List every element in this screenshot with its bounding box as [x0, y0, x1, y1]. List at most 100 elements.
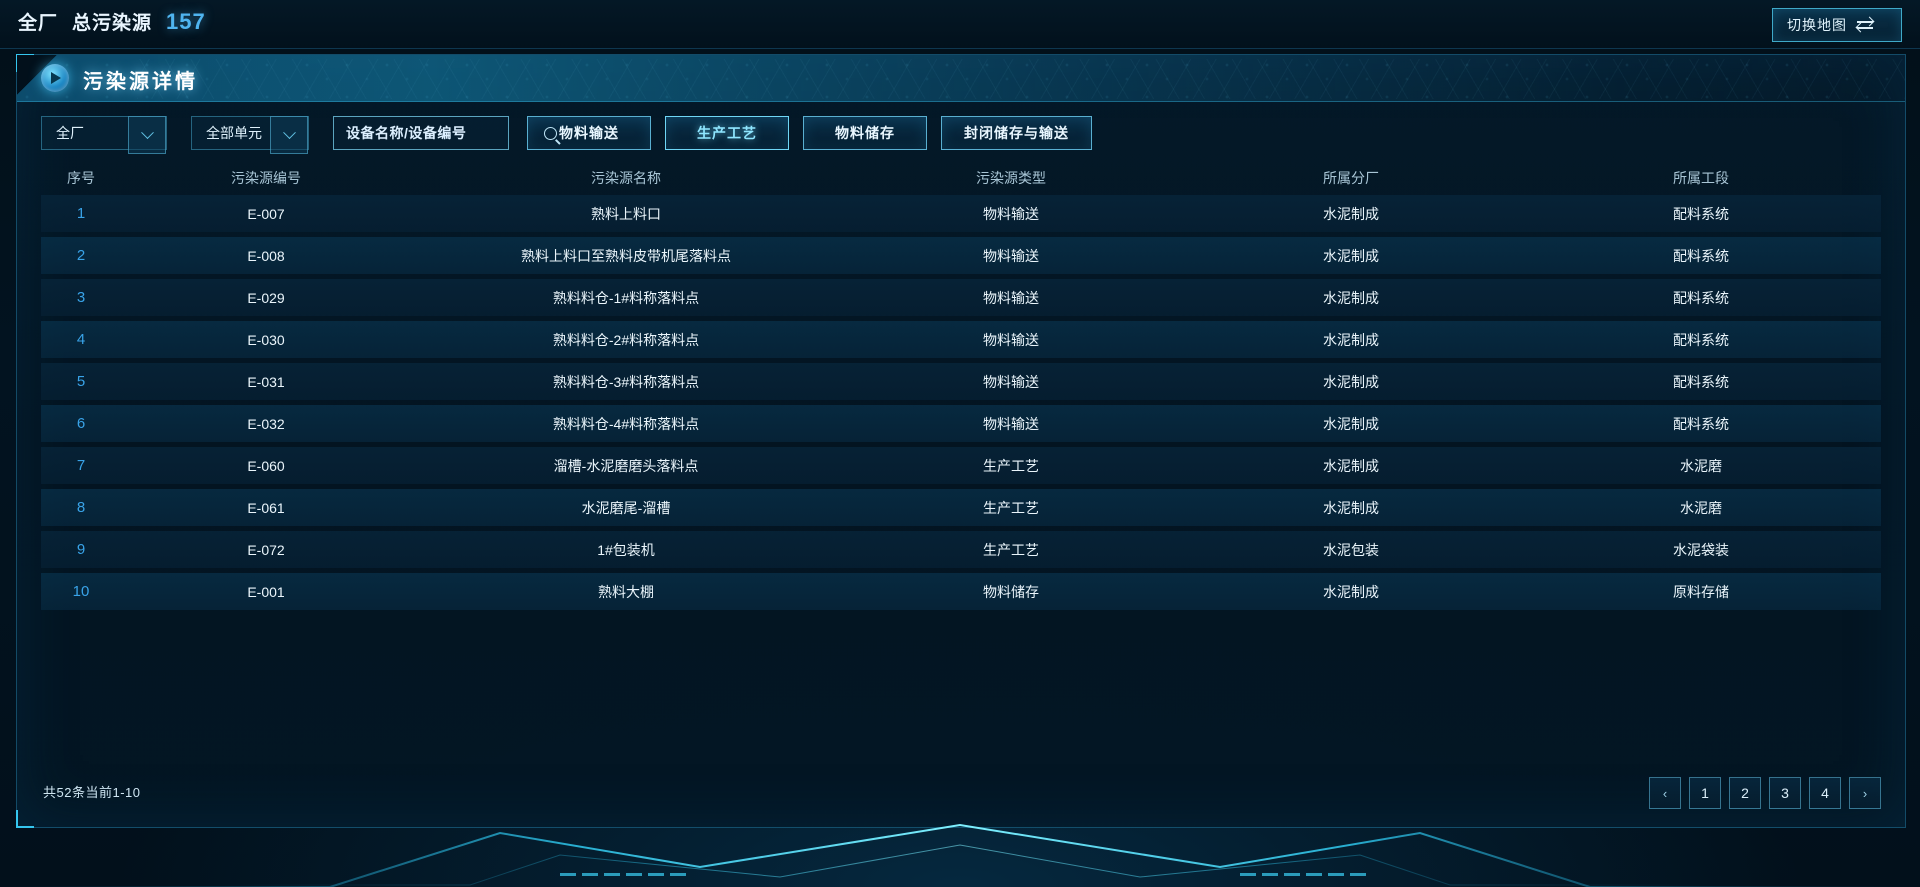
cell-type: 物料输送 [983, 289, 1039, 306]
column-header-index: 序号 [67, 170, 95, 186]
record-count-label: 共52条当前1-10 [43, 785, 141, 800]
tab-production-process[interactable]: 生产工艺 [665, 116, 789, 150]
chevron-down-icon[interactable] [128, 116, 166, 154]
table-row[interactable]: 10 E-001 熟料大棚 物料储存 水泥制成 原料存储 [41, 573, 1881, 610]
cell-section: 水泥磨 [1680, 457, 1722, 474]
table-row[interactable]: 7 E-060 溜槽-水泥磨磨头落料点 生产工艺 水泥制成 水泥磨 [41, 447, 1881, 484]
cell-section: 配料系统 [1673, 247, 1729, 264]
plant-select-value: 全厂 [56, 125, 84, 141]
pagination-prev[interactable]: ‹ [1649, 777, 1681, 809]
swap-arrows-icon [1857, 18, 1873, 32]
column-header-type: 污染源类型 [976, 170, 1046, 186]
cell-index: 9 [76, 541, 86, 558]
cell-name: 溜槽-水泥磨磨头落料点 [553, 457, 699, 474]
table-row[interactable]: 6 E-032 熟料料仓-4#料称落料点 物料输送 水泥制成 配料系统 [41, 405, 1881, 442]
cell-name: 水泥磨尾-溜槽 [581, 499, 671, 516]
cell-index: 4 [76, 331, 86, 348]
cell-section: 水泥磨 [1680, 499, 1722, 516]
cell-type: 物料输送 [983, 373, 1039, 390]
cell-name: 熟料料仓-2#料称落料点 [552, 331, 700, 348]
plant-scope-label: 全厂 [18, 13, 59, 34]
hex-pattern-decoration [17, 55, 1905, 101]
play-circle-icon [41, 64, 69, 92]
cell-type: 物料输送 [983, 205, 1039, 222]
cell-branch: 水泥制成 [1323, 247, 1379, 264]
cell-section: 配料系统 [1673, 289, 1729, 306]
tab-material-storage[interactable]: 物料储存 [803, 116, 927, 150]
table-row[interactable]: 3 E-029 熟料料仓-1#料称落料点 物料输送 水泥制成 配料系统 [41, 279, 1881, 316]
cell-branch: 水泥包装 [1323, 541, 1379, 558]
column-header-branch: 所属分厂 [1323, 170, 1379, 186]
pagination-next[interactable]: › [1849, 777, 1881, 809]
table-row[interactable]: 9 E-072 1#包装机 生产工艺 水泥包装 水泥袋装 [41, 531, 1881, 568]
cell-branch: 水泥制成 [1323, 289, 1379, 306]
unit-select[interactable]: 全部单元 [191, 116, 309, 154]
column-header-code: 污染源编号 [231, 170, 301, 186]
pagination-page-2[interactable]: 2 [1729, 777, 1761, 809]
cell-branch: 水泥制成 [1323, 583, 1379, 600]
unit-select-value: 全部单元 [206, 125, 262, 141]
switch-map-label: 切换地图 [1787, 17, 1847, 33]
total-sources-label: 总污染源 [72, 13, 153, 34]
cell-type: 物料储存 [983, 583, 1039, 600]
cell-code: E-030 [247, 331, 285, 348]
cell-section: 水泥袋装 [1673, 541, 1729, 558]
cell-name: 熟料料仓-1#料称落料点 [552, 289, 700, 306]
cell-index: 2 [76, 247, 86, 264]
table-row[interactable]: 2 E-008 熟料上料口至熟料皮带机尾落料点 物料输送 水泥制成 配料系统 [41, 237, 1881, 274]
search-icon[interactable] [544, 116, 557, 150]
table-body: 1 E-007 熟料上料口 物料输送 水泥制成 配料系统 2 E-008 熟料上料口至熟料皮带机… [41, 195, 1881, 615]
filter-bar: 全厂 全部单元 物料输送 生产工艺 物料储存 封闭储存与输送 [41, 115, 1106, 154]
cell-branch: 水泥制成 [1323, 331, 1379, 348]
search-box[interactable] [333, 116, 557, 150]
cell-branch: 水泥制成 [1323, 415, 1379, 432]
cell-type: 物料输送 [983, 415, 1039, 432]
column-header-section: 所属工段 [1673, 170, 1729, 186]
cell-code: E-008 [247, 247, 285, 264]
cell-section: 配料系统 [1673, 331, 1729, 348]
cell-code: E-032 [247, 415, 285, 432]
chevron-down-icon[interactable] [270, 116, 308, 154]
cell-section: 配料系统 [1673, 415, 1729, 432]
panel-header: 污染源详情 [17, 55, 1905, 102]
cell-type: 生产工艺 [983, 457, 1039, 474]
cell-code: E-007 [247, 205, 285, 222]
table-header: 序号 污染源编号 污染源名称 污染源类型 所属分厂 所属工段 [41, 163, 1881, 193]
cell-index: 3 [76, 289, 86, 306]
cell-branch: 水泥制成 [1323, 373, 1379, 390]
plant-select[interactable]: 全厂 [41, 116, 167, 154]
table-row[interactable]: 1 E-007 熟料上料口 物料输送 水泥制成 配料系统 [41, 195, 1881, 232]
cell-code: E-001 [247, 583, 285, 600]
cell-index: 7 [76, 457, 86, 474]
cell-name: 熟料料仓-3#料称落料点 [552, 373, 700, 390]
hex-grid-decoration [137, 59, 1905, 99]
table-row[interactable]: 5 E-031 熟料料仓-3#料称落料点 物料输送 水泥制成 配料系统 [41, 363, 1881, 400]
cell-code: E-061 [247, 499, 285, 516]
pagination: ‹ 1 2 3 4 › [1649, 777, 1881, 809]
cell-branch: 水泥制成 [1323, 205, 1379, 222]
table-row[interactable]: 8 E-061 水泥磨尾-溜槽 生产工艺 水泥制成 水泥磨 [41, 489, 1881, 526]
table-row[interactable]: 4 E-030 熟料料仓-2#料称落料点 物料输送 水泥制成 配料系统 [41, 321, 1881, 358]
cell-section: 原料存储 [1673, 583, 1729, 600]
switch-map-button[interactable]: 切换地图 [1772, 8, 1902, 42]
cell-name: 熟料上料口 [591, 205, 661, 222]
cell-branch: 水泥制成 [1323, 499, 1379, 516]
pagination-page-3[interactable]: 3 [1769, 777, 1801, 809]
pagination-page-4[interactable]: 4 [1809, 777, 1841, 809]
pagination-page-1[interactable]: 1 [1689, 777, 1721, 809]
cell-name: 1#包装机 [597, 541, 655, 558]
cell-name: 熟料料仓-4#料称落料点 [552, 415, 700, 432]
cell-name: 熟料上料口至熟料皮带机尾落料点 [521, 247, 731, 264]
cell-code: E-060 [247, 457, 285, 474]
tab-enclosed-storage-transport[interactable]: 封闭储存与输送 [941, 116, 1092, 150]
cell-code: E-029 [247, 289, 285, 306]
cell-type: 物料输送 [983, 331, 1039, 348]
cell-index: 10 [72, 583, 90, 600]
cell-name: 熟料大棚 [598, 583, 654, 600]
cell-type: 物料输送 [983, 247, 1039, 264]
corner-cut-decoration [17, 55, 137, 101]
search-input[interactable] [334, 117, 544, 149]
cell-type: 生产工艺 [983, 541, 1039, 558]
cell-section: 配料系统 [1673, 373, 1729, 390]
